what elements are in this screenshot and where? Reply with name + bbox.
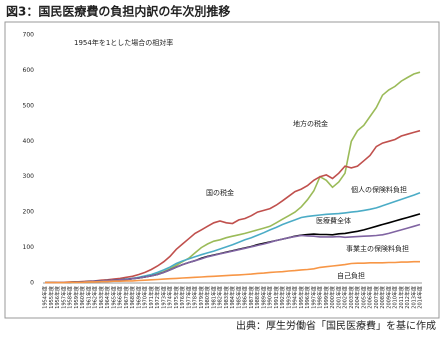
frame	[4, 21, 440, 319]
series-line	[45, 191, 421, 284]
x-tick-label: 1974年度	[167, 286, 174, 309]
x-tick-label: 1979年度	[198, 286, 205, 309]
x-tick-label: 1965年度	[110, 286, 117, 309]
x-tick-label: 1975年度	[173, 286, 180, 309]
x-tick-label: 1973年度	[160, 286, 167, 309]
y-tick-label: 600	[23, 67, 35, 74]
x-tick-label: 1959年度	[73, 286, 80, 309]
x-tick-label: 2014年度	[417, 286, 424, 309]
x-tick-label: 1986年度	[242, 286, 249, 309]
y-tick-label: 400	[23, 138, 35, 145]
x-tick-label: 1987年度	[248, 286, 255, 309]
y-tick-label: 0	[30, 280, 34, 287]
x-tick-label: 2003年度	[348, 286, 355, 309]
x-tick-label: 1969年度	[135, 286, 142, 309]
x-tick-label: 1967年度	[123, 286, 130, 309]
x-tick-label: 1962年度	[92, 286, 99, 309]
x-tick-label: 1955年度	[48, 286, 55, 309]
x-tick-label: 1985年度	[235, 286, 242, 309]
y-tick-label: 300	[23, 173, 35, 180]
x-tick-label: 1971年度	[148, 286, 155, 309]
x-tick-label: 1983年度	[223, 286, 230, 309]
x-tick-label: 1999年度	[323, 286, 330, 309]
x-tick-label: 1989年度	[260, 286, 267, 309]
series-line	[45, 260, 420, 284]
x-tick-label: 1968年度	[129, 286, 136, 309]
series-label: 個人の保険料負担	[351, 185, 407, 194]
series-label: 国の税金	[206, 188, 234, 197]
x-tick-label: 1966年度	[117, 286, 124, 309]
x-tick-label: 2013年度	[410, 286, 417, 309]
x-tick-label: 1992年度	[279, 286, 286, 309]
x-tick-label: 1978年度	[192, 286, 199, 309]
y-tick-label: 500	[23, 102, 35, 109]
x-tick-label: 2007年度	[373, 286, 380, 309]
series-label: 事業主の保険料負担	[346, 244, 409, 253]
y-tick-label: 200	[23, 209, 35, 216]
x-tick-label: 1988年度	[254, 286, 261, 309]
x-tick-label: 2012年度	[404, 286, 411, 309]
x-tick-label: 1996年度	[304, 286, 311, 309]
x-tick-label: 2004年度	[354, 286, 361, 309]
x-tick-label: 1982年度	[217, 286, 224, 309]
x-tick-label: 2002年度	[342, 286, 349, 309]
x-tick-label: 1977年度	[185, 286, 192, 309]
series-label: 医療費全体	[316, 216, 351, 225]
x-tick-label: 2011年度	[398, 286, 405, 309]
x-tick-label: 1964年度	[104, 286, 111, 309]
x-tick-label: 2009年度	[385, 286, 392, 309]
x-tick-label: 1954年度	[42, 286, 49, 309]
series-label: 自己負担	[337, 271, 365, 280]
x-tick-label: 1994年度	[292, 286, 299, 309]
y-tick-label: 100	[23, 244, 35, 251]
series-line	[45, 129, 421, 284]
x-tick-label: 2006年度	[367, 286, 374, 309]
x-tick-label: 1984年度	[229, 286, 236, 309]
series-line	[45, 223, 421, 284]
x-tick-label: 2001年度	[335, 286, 342, 309]
x-tick-label: 1972年度	[154, 286, 161, 309]
x-tick-label: 2005年度	[360, 286, 367, 309]
y-tick-label: 700	[23, 32, 35, 39]
series-label: 地方の税金	[293, 119, 328, 128]
source: 出典：厚生労働省「国民医療費」を基に作成	[236, 319, 436, 332]
x-tick-label: 1958年度	[67, 286, 74, 309]
x-tick-label: 1997年度	[310, 286, 317, 309]
x-tick-label: 1961年度	[85, 286, 92, 309]
x-tick-label: 1995年度	[298, 286, 305, 309]
x-tick-label: 1956年度	[54, 286, 61, 309]
x-tick-label: 2008年度	[379, 286, 386, 309]
x-tick-label: 1998年度	[317, 286, 324, 309]
x-tick-label: 1960年度	[79, 286, 86, 309]
x-tick-label: 2010年度	[392, 286, 399, 309]
x-tick-label: 1970年度	[142, 286, 149, 309]
x-tick-label: 1980年度	[204, 286, 211, 309]
x-tick-label: 1976年度	[179, 286, 186, 309]
subtitle: 1954年を1とした場合の相対率	[74, 38, 173, 47]
x-tick-label: 1963年度	[98, 286, 105, 309]
x-tick-label: 1957年度	[60, 286, 67, 309]
x-tick-label: 2000年度	[329, 286, 336, 309]
x-tick-label: 1991年度	[273, 286, 280, 309]
chart-title: 図3：国民医療費の負担内訳の年次別推移	[6, 4, 230, 19]
x-tick-label: 1993年度	[285, 286, 292, 309]
x-tick-label: 1990年度	[267, 286, 274, 309]
x-tick-label: 1981年度	[210, 286, 217, 309]
